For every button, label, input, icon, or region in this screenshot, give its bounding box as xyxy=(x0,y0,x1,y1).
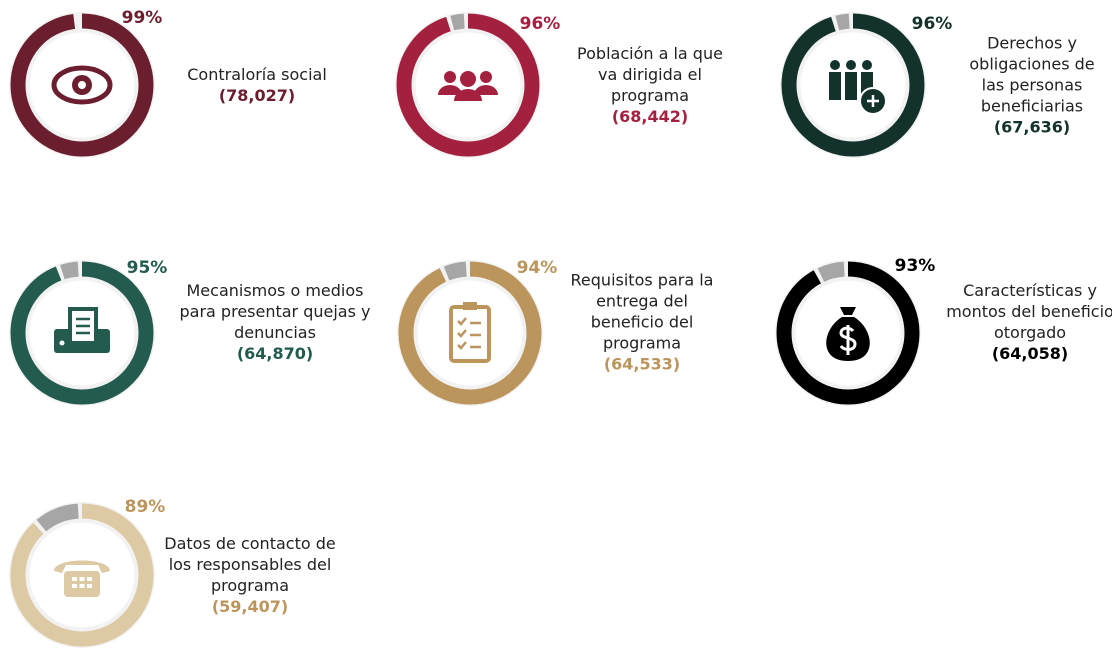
label-block: Datos de contacto de los responsables de… xyxy=(163,533,338,617)
label-title: Mecanismos o medios para presentar queja… xyxy=(179,281,371,342)
value-arc xyxy=(776,261,920,405)
label-block: Mecanismos o medios para presentar queja… xyxy=(178,280,373,364)
donut-chart xyxy=(395,12,541,158)
inner-circle xyxy=(417,280,523,386)
value-arc xyxy=(10,13,154,157)
label-title: Población a la que va dirigida el progra… xyxy=(577,44,723,105)
donut-chart xyxy=(9,502,155,648)
icon xyxy=(51,65,113,105)
donut-chart xyxy=(397,260,543,406)
count-label: (59,407) xyxy=(211,597,289,616)
icon xyxy=(449,302,491,363)
label-title: Requisitos para la entrega del beneficio… xyxy=(570,270,714,353)
donut-chart xyxy=(9,260,155,406)
value-arc xyxy=(396,13,540,157)
value-arc xyxy=(781,13,925,157)
icon xyxy=(826,307,870,361)
percent-label: 96% xyxy=(911,14,953,34)
label-block: Derechos y obligaciones de las personas … xyxy=(957,33,1107,138)
icon xyxy=(54,307,110,353)
icon xyxy=(54,560,110,597)
donut-chart xyxy=(775,260,921,406)
label-title: Características y montos del beneficio o… xyxy=(946,281,1112,342)
count-label: (64,533) xyxy=(603,354,681,374)
donut-chart xyxy=(780,12,926,158)
percent-label: 96% xyxy=(519,14,561,34)
label-block: Contraloría social (78,027) xyxy=(162,64,352,106)
value-arc xyxy=(398,261,542,405)
label-title: Datos de contacto de los responsables de… xyxy=(164,534,336,595)
label-block: Población a la que va dirigida el progra… xyxy=(568,43,733,127)
percent-label: 94% xyxy=(516,258,558,278)
count-label: (68,442) xyxy=(611,107,689,126)
donut-chart xyxy=(9,12,155,158)
count-label: (67,636) xyxy=(993,117,1071,137)
label-title: Derechos y obligaciones de las personas … xyxy=(969,33,1095,116)
percent-label: 89% xyxy=(124,497,166,517)
percent-label: 93% xyxy=(894,256,936,276)
percent-label: 99% xyxy=(121,8,163,28)
label-title: Contraloría social xyxy=(187,65,327,84)
percent-label: 95% xyxy=(126,258,168,278)
label-block: Requisitos para la entrega del beneficio… xyxy=(560,270,725,375)
icon xyxy=(829,60,887,115)
count-label: (64,870) xyxy=(236,344,314,363)
value-arc xyxy=(10,261,154,405)
icon xyxy=(438,71,498,101)
count-label: (64,058) xyxy=(991,344,1069,363)
label-block: Características y montos del beneficio o… xyxy=(943,280,1112,364)
count-label: (78,027) xyxy=(218,86,296,105)
value-arc xyxy=(10,503,154,647)
